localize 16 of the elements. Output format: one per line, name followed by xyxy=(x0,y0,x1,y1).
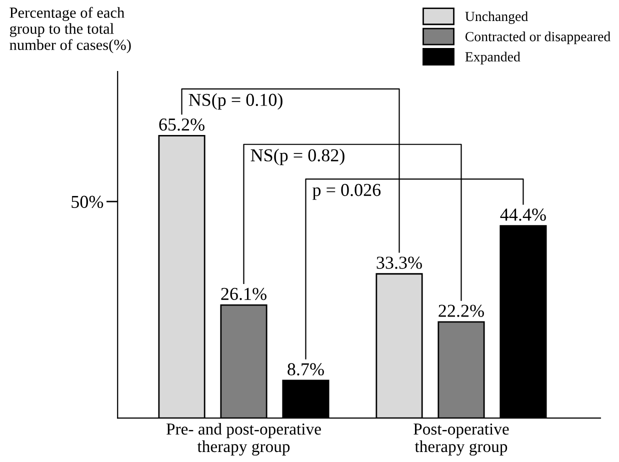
annotation: p = 0.026 xyxy=(312,184,381,200)
data-label: 44.4% xyxy=(500,208,546,221)
annotation: NS(p = 0.10) xyxy=(188,93,282,110)
legend-label: Unchanged xyxy=(465,11,528,24)
data-label: 26.1% xyxy=(221,288,266,300)
data-label: 33.3% xyxy=(376,256,422,269)
x-tick-label: Post-operative therapy group xyxy=(414,424,509,456)
data-label: 8.7% xyxy=(288,363,324,376)
legend-label: Expanded xyxy=(465,52,520,64)
y-axis-title: Percentage of each group to the total number of cases(%) xyxy=(10,6,131,54)
x-tick-label: Pre- and post-operative therapy group xyxy=(166,422,321,456)
data-label: 22.2% xyxy=(438,304,484,317)
y-tick-label: 50% xyxy=(72,196,104,208)
legend-label: Contracted or disappeared xyxy=(465,32,610,44)
data-label: 65.2% xyxy=(159,118,204,131)
annotation: NS(p = 0.82) xyxy=(250,148,344,166)
